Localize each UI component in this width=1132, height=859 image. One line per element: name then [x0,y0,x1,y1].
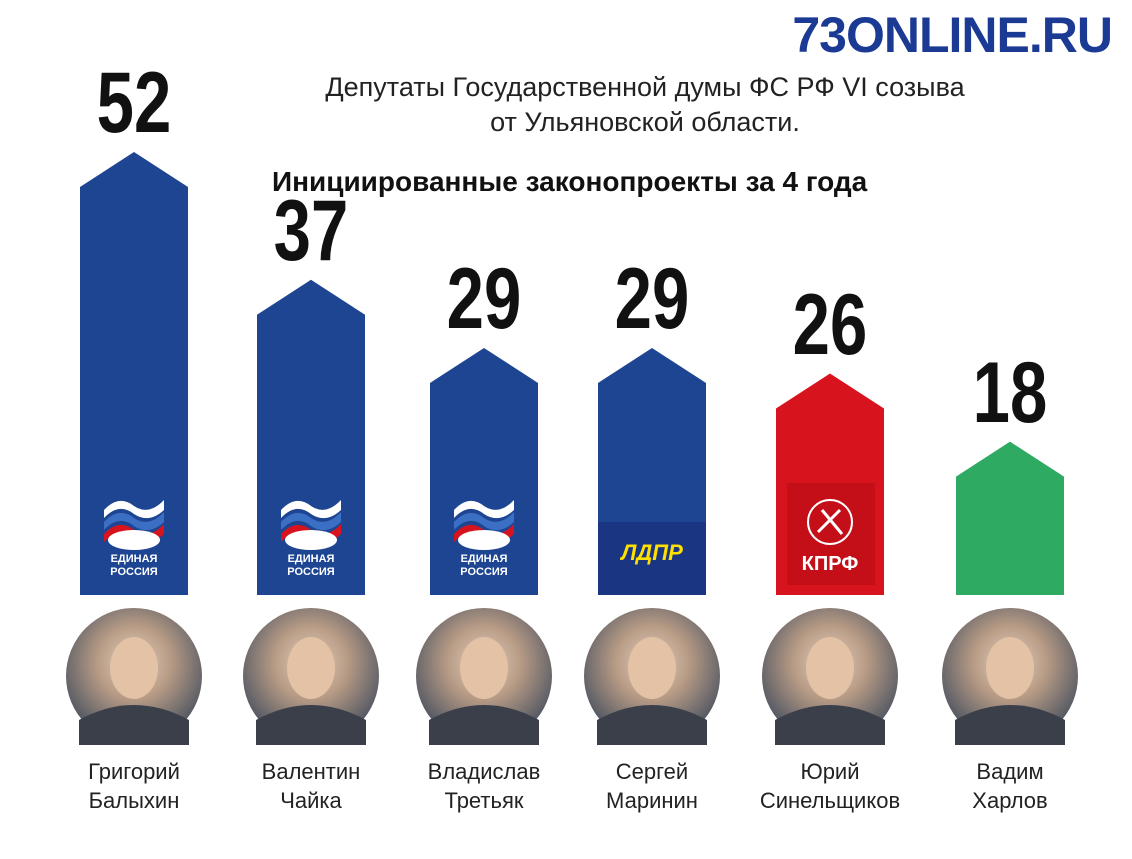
value-label: 26 [792,276,868,373]
x-tick-label: Григорий Балыхин [88,759,180,813]
party-logo: ЕДИНАЯ РОССИЯ [287,553,335,578]
photo-face [287,637,335,699]
photo-face [806,637,854,699]
chart-subtitle: Инициированные законопроекты за 4 года [272,166,868,197]
photo-face [986,637,1034,699]
party-flag [281,500,341,519]
photo-suit [597,705,707,745]
value-label: 52 [96,55,172,151]
value-label: 29 [446,250,522,347]
party-flag [104,512,164,531]
party-bear [108,530,160,550]
party-logo: ЛДПР [621,540,683,565]
party-logo: ЕДИНАЯ РОССИЯ [110,553,158,578]
party-flag [454,500,514,519]
x-tick-label: Валентин Чайка [261,759,361,813]
photo-suit [79,705,189,745]
bar [80,152,188,595]
value-label: 18 [972,344,1048,441]
party-flag [104,500,164,519]
party-flag [454,512,514,531]
party-emblem [807,499,853,545]
party-logo: КПРФ [801,553,859,575]
photo-face [460,637,508,699]
chart-title: Депутаты Государственной думы ФС РФ VI с… [325,72,965,137]
party-logo: ЕДИНАЯ РОССИЯ [460,553,508,578]
photo-suit [955,705,1065,745]
photo-suit [256,705,366,745]
party-logo-bg [598,522,706,595]
brand: 73ONLINE.RU [792,7,1113,63]
value-label: 29 [614,250,690,347]
photo-suit [429,705,539,745]
x-tick-label: Владислав Третьяк [427,759,541,813]
value-label: 37 [273,182,349,279]
party-bear [458,530,510,550]
party-emblem [816,508,844,535]
bar [956,441,1064,595]
party-bear [285,530,337,550]
photo-face [628,637,676,699]
x-tick-label: Сергей Маринин [606,759,698,813]
party-flag [281,512,341,531]
photo-face [110,637,158,699]
x-tick-label: Вадим Харлов [972,759,1048,813]
photo-suit [775,705,885,745]
x-tick-label: Юрий Синельщиков [759,759,901,813]
